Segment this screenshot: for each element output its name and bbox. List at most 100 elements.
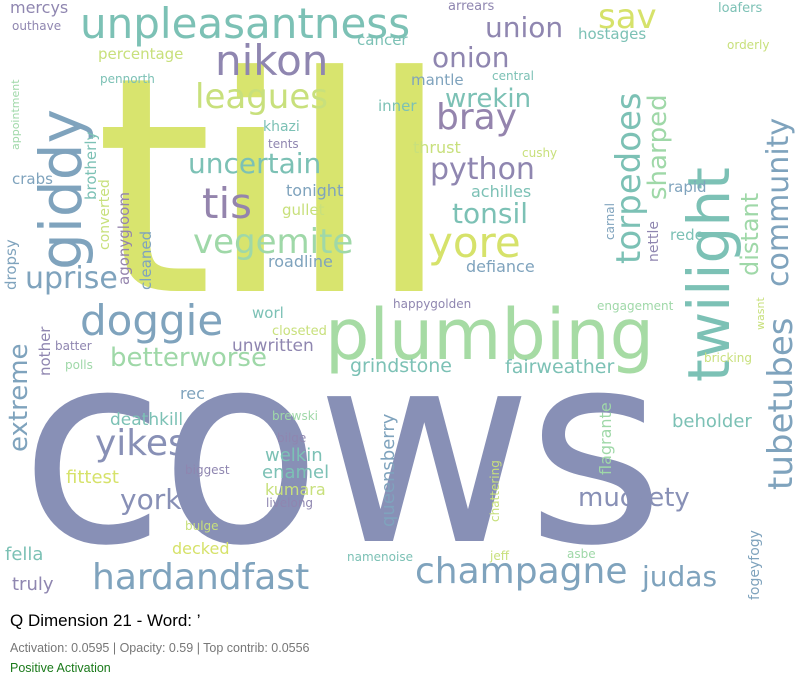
cloud-word: happygolden — [393, 297, 472, 311]
cloud-word: namenoise — [347, 550, 413, 564]
cloud-word: tis — [202, 179, 253, 228]
cloud-word: central — [492, 69, 534, 83]
cloud-word: khazi — [263, 119, 300, 135]
cloud-word: closeted — [272, 324, 327, 339]
cloud-word: enamel — [262, 462, 330, 483]
cloud-word: doggie — [80, 296, 224, 345]
cloud-word: deathkill — [110, 410, 184, 430]
cloud-word: yikes — [95, 423, 187, 464]
cloud-word: worl — [252, 304, 284, 322]
cloud-word: uncertain — [188, 147, 322, 180]
cloud-word: wasnt — [754, 297, 767, 330]
cloud-word: jeff — [490, 549, 509, 563]
cloud-word: community — [761, 117, 796, 287]
cloud-word: polls — [65, 358, 93, 372]
cloud-word: nettle — [646, 221, 662, 262]
cloud-word: tubetubes — [761, 317, 800, 490]
cloud-word: bulge — [185, 519, 219, 533]
activation-stats: Activation: 0.0595 | Opacity: 0.59 | Top… — [10, 641, 310, 655]
cloud-word: queensberry — [378, 413, 399, 527]
cloud-word: plumbing — [325, 294, 655, 376]
cloud-word: hostages — [578, 25, 647, 43]
cloud-word: inner — [378, 97, 417, 115]
cloud-word: bricking — [704, 351, 752, 365]
cloud-word: cushy — [522, 146, 558, 160]
cloud-word: tonsil — [452, 197, 529, 230]
cloud-word: loafers — [718, 1, 763, 16]
cloud-word: dropsy — [2, 239, 20, 290]
cloud-word: extreme — [4, 343, 34, 452]
cloud-word: grindstone — [350, 355, 452, 377]
cloud-word: fella — [5, 544, 44, 565]
cloud-word: mantle — [411, 71, 464, 89]
cloud-word: gullet — [282, 201, 325, 219]
cloud-word: outhave — [12, 19, 62, 33]
cloud-word: appointment — [9, 79, 22, 150]
word-cloud: till cows plumbing unpleasantness giddy … — [2, 0, 800, 600]
cloud-word: union — [485, 11, 564, 44]
cloud-word: muckety — [578, 483, 690, 513]
cloud-word: judas — [642, 560, 718, 593]
cloud-word: nother — [36, 326, 54, 376]
cloud-word: asbe — [567, 547, 596, 561]
cloud-word: fogeyfogy — [747, 530, 763, 600]
cloud-word: truly — [12, 574, 54, 595]
cloud-word: unpleasantness — [80, 0, 411, 48]
cloud-word: champagne — [415, 551, 628, 592]
cloud-word: cancer — [357, 31, 408, 49]
cloud-word: decked — [172, 539, 230, 558]
activation-polarity: Positive Activation — [10, 661, 111, 675]
cloud-word: cleaned — [137, 230, 155, 290]
cloud-word: batter — [55, 339, 92, 353]
cloud-word: yorks — [120, 483, 197, 516]
dimension-title: Q Dimension 21 - Word: ’ — [10, 611, 201, 630]
cloud-word: yore — [428, 218, 521, 267]
cloud-word: till — [95, 13, 451, 362]
cloud-word: mercys — [10, 0, 69, 17]
cloud-word: torpedoes — [609, 92, 649, 264]
cloud-word: leagues — [195, 77, 328, 117]
cloud-word: crabs — [12, 170, 53, 188]
cloud-word: tents — [268, 137, 299, 151]
cloud-word: uprise — [25, 261, 118, 296]
cloud-word: rapid — [668, 178, 707, 196]
cloud-word: unwritten — [232, 336, 314, 356]
cloud-word: biggest — [185, 463, 230, 477]
cloud-word: kumara — [265, 480, 326, 499]
cloud-word: bilge — [277, 431, 307, 445]
cloud-word: rec — [180, 384, 205, 403]
cloud-word: beholder — [672, 411, 752, 432]
cloud-word: bray — [436, 97, 518, 138]
cloud-word: thrust — [413, 138, 461, 157]
cloud-word: vegemite — [193, 222, 354, 262]
cloud-word: engagement — [597, 299, 674, 313]
cloud-word: fairweather — [505, 356, 615, 378]
cloud-word: roadline — [268, 252, 333, 271]
cloud-word: rede — [670, 226, 704, 244]
cloud-word: arrears — [448, 0, 495, 14]
cloud-word: hardandfast — [92, 557, 310, 598]
cloud-word: cows — [20, 296, 665, 600]
cloud-word: converted — [97, 179, 113, 250]
cloud-word: fittest — [66, 467, 119, 488]
cloud-word: wrekin — [445, 84, 532, 114]
cloud-word: pennorth — [100, 72, 155, 86]
cloud-word: carnal — [603, 203, 617, 240]
cloud-word: betterworse — [110, 343, 267, 373]
cloud-word: twilight — [675, 167, 743, 382]
cloud-word: python — [430, 152, 535, 187]
cloud-word: brewski — [272, 409, 319, 423]
cloud-word: achilles — [471, 182, 532, 201]
cloud-word: welkin — [265, 445, 323, 466]
cloud-word: percentage — [98, 45, 184, 63]
cloud-word: livelong — [266, 496, 314, 510]
cloud-word: agonygloom — [115, 192, 133, 285]
cloud-word: orderly — [727, 38, 770, 52]
cloud-word: nikon — [215, 36, 329, 85]
cloud-word: onion — [432, 41, 510, 74]
cloud-word: tonight — [286, 181, 344, 200]
cloud-word: chattering — [488, 460, 502, 522]
cloud-word: distant — [736, 192, 764, 276]
cloud-word: sav — [598, 0, 657, 37]
cloud-word: flagrante — [596, 402, 615, 475]
